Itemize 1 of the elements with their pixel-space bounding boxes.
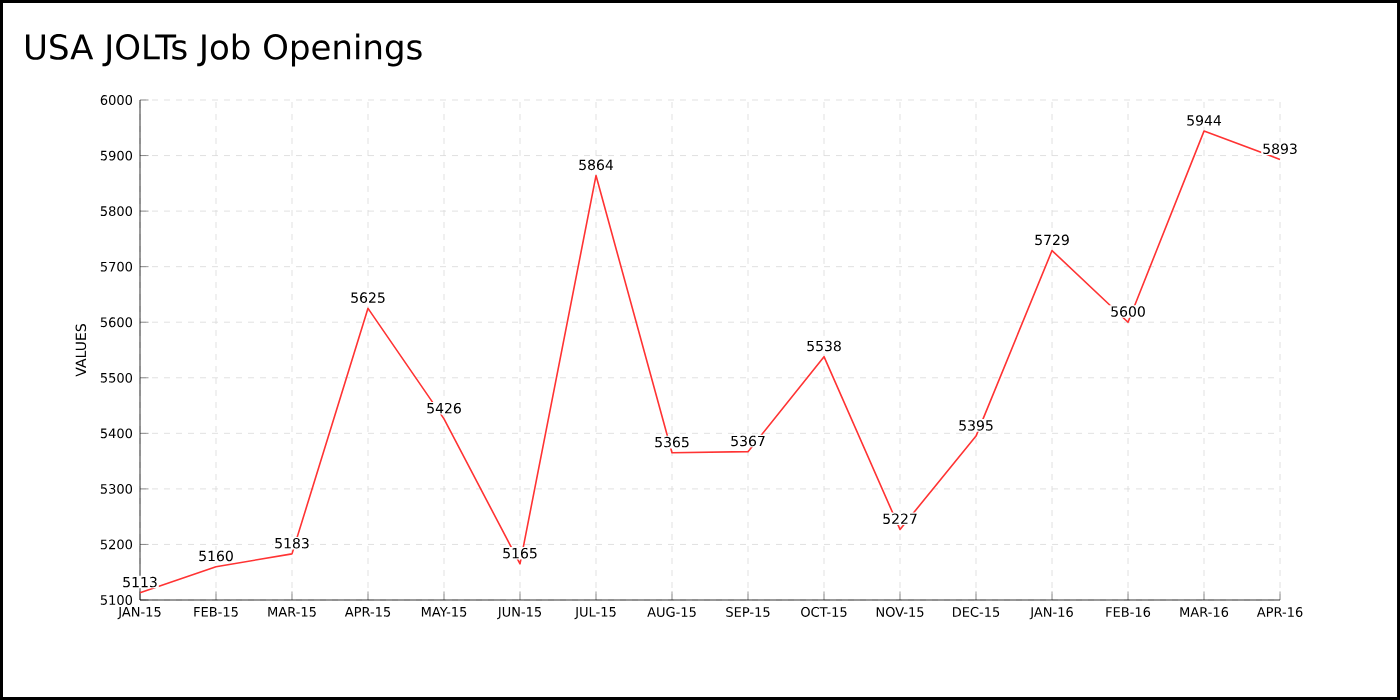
chart-title: USA JOLTs Job Openings [26,33,422,67]
